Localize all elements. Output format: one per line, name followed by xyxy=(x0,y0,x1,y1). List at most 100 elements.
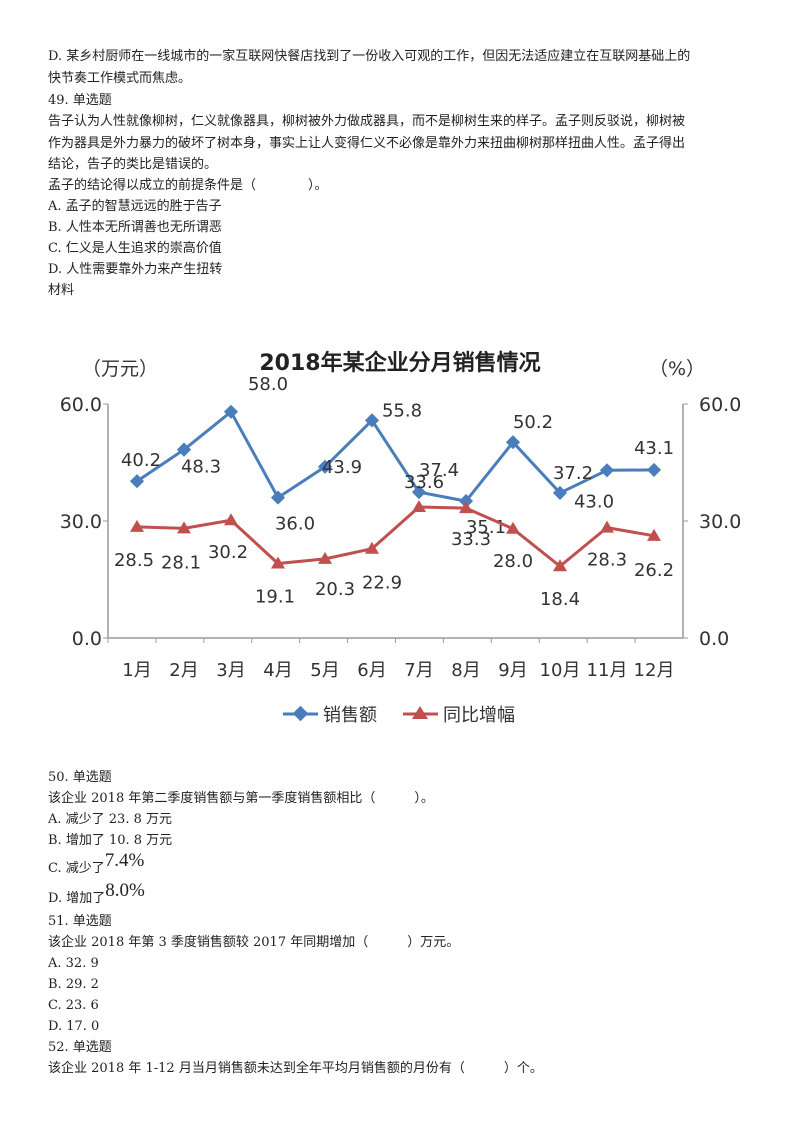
text-line: 告子认为人性就像柳树，仁义就像器具，柳树被外力做成器具，而不是柳树生来的样子。孟… xyxy=(48,114,686,129)
x-tick-label: 1月 xyxy=(122,660,151,681)
y-tick-label: 0.0 xyxy=(72,628,102,650)
option-a: A. 32. 9 xyxy=(48,956,99,971)
x-tick-label: 9月 xyxy=(498,660,527,681)
question-stem: 该企业 2018 年第二季度销售额与第一季度销售额相比（ ）。 xyxy=(48,791,434,806)
data-label: 30.2 xyxy=(208,542,248,563)
data-label: 28.1 xyxy=(161,552,201,573)
legend-triangle-icon xyxy=(412,706,428,719)
data-label: 19.1 xyxy=(255,587,295,608)
option-c: C. 23. 6 xyxy=(48,998,99,1013)
data-label: 37.2 xyxy=(553,463,593,484)
option-b: B. 人性本无所谓善也无所谓恶 xyxy=(48,220,222,235)
option-prefix: C. 减少了 xyxy=(48,861,105,876)
series-line-1 xyxy=(136,505,655,569)
data-point xyxy=(553,559,567,572)
data-label: 40.2 xyxy=(121,450,161,471)
x-tick-label: 6月 xyxy=(357,660,386,681)
data-point xyxy=(129,474,145,489)
data-point xyxy=(647,528,661,541)
left-axis-unit: （万元） xyxy=(82,358,158,380)
legend: 销售额 同比增幅 xyxy=(283,705,515,726)
chart-title: 2018年某企业分月销售情况 xyxy=(259,350,540,376)
data-label: 50.2 xyxy=(513,412,553,433)
data-point xyxy=(271,556,285,569)
data-label: 55.8 xyxy=(382,400,422,421)
option-b: B. 增加了 10. 8 万元 xyxy=(48,833,173,848)
y2-tick-label: 0.0 xyxy=(699,628,729,650)
legend-label-sales: 销售额 xyxy=(323,705,377,726)
data-label: 28.3 xyxy=(587,550,627,571)
sales-chart: 2018年某企业分月销售情况 （万元） （%） 0.0 30.0 60.0 0.0 30… xyxy=(60,350,742,726)
y-tick-label: 60.0 xyxy=(60,394,102,416)
option-a: A. 减少了 23. 8 万元 xyxy=(48,812,172,827)
data-label: 43.1 xyxy=(634,438,674,459)
data-point xyxy=(411,485,427,500)
data-point xyxy=(177,521,191,534)
x-tick-label: 10月 xyxy=(540,660,581,681)
text-line: 作为器具是外力暴力的破坏了树本身，事实上让人变得仁义不必像是靠外力来扭曲柳树那样… xyxy=(48,136,686,151)
x-tick-label: 3月 xyxy=(216,660,245,681)
data-point xyxy=(552,485,568,500)
option-value: 7.4% xyxy=(104,850,145,871)
data-point xyxy=(270,490,286,505)
data-point xyxy=(412,499,426,512)
x-tick-label: 11月 xyxy=(587,660,628,681)
text-line: D. 某乡村厨师在一线城市的一家互联网快餐店找到了一份收入可观的工作，但因无法适… xyxy=(48,49,691,64)
x-tick-label: 12月 xyxy=(634,660,675,681)
data-label: 28.5 xyxy=(114,550,154,571)
data-label: 18.4 xyxy=(540,589,580,610)
question-stem: 该企业 2018 年 1-12 月当月销售额未达到全年平均月销售额的月份有（ ）… xyxy=(48,1061,543,1076)
option-prefix: D. 增加了 xyxy=(48,891,106,906)
question-stem: 该企业 2018 年第 3 季度销售额较 2017 年同期增加（ ）万元。 xyxy=(48,935,460,950)
data-point xyxy=(646,462,662,477)
data-label: 36.0 xyxy=(275,514,315,535)
option-c: C. 仁义是人生追求的崇高价值 xyxy=(48,241,222,256)
material-label: 材料 xyxy=(48,283,75,298)
x-tick-label: 5月 xyxy=(310,660,339,681)
question-number: 50. 单选题 xyxy=(48,770,112,785)
option-d: D. 增加了8.0% xyxy=(48,881,145,908)
legend-label-growth: 同比增幅 xyxy=(443,705,515,726)
data-label: 33.3 xyxy=(451,529,491,550)
x-tick-label: 7月 xyxy=(404,660,433,681)
data-label: 28.0 xyxy=(493,551,533,572)
option-value: 8.0% xyxy=(105,880,145,901)
legend-diamond-icon xyxy=(292,705,309,722)
data-label: 37.4 xyxy=(419,460,459,481)
option-d: D. 17. 0 xyxy=(48,1019,100,1034)
data-point xyxy=(130,519,144,532)
text-line: 结论，告子的类比是错误的。 xyxy=(48,157,218,172)
data-label: 20.3 xyxy=(315,579,355,600)
y2-tick-label: 60.0 xyxy=(699,394,741,416)
data-point xyxy=(599,463,615,478)
question-number: 52. 单选题 xyxy=(48,1040,112,1055)
question-number: 49. 单选题 xyxy=(48,93,112,108)
question-stem: 孟子的结论得以成立的前提条件是（ ）。 xyxy=(48,178,328,193)
option-c: C. 减少了7.4% xyxy=(48,851,144,878)
right-axis-unit: （%） xyxy=(649,358,705,380)
text-line: 快节奏工作模式而焦虑。 xyxy=(48,71,192,86)
data-label: 22.9 xyxy=(362,573,402,594)
data-point xyxy=(458,494,474,509)
option-b: B. 29. 2 xyxy=(48,977,99,992)
data-point xyxy=(459,501,473,514)
x-tick-label: 2月 xyxy=(169,660,198,681)
data-point xyxy=(506,521,520,534)
data-point xyxy=(505,435,521,450)
series-line-0 xyxy=(136,409,655,503)
question-number: 51. 单选题 xyxy=(48,914,112,929)
data-label: 43.9 xyxy=(322,457,362,478)
data-point xyxy=(364,413,380,428)
y-tick-label: 30.0 xyxy=(60,511,102,533)
data-point xyxy=(318,551,332,564)
data-point xyxy=(317,459,333,474)
option-a: A. 孟子的智慧远远的胜于告子 xyxy=(48,199,222,214)
data-label: 58.0 xyxy=(248,374,288,395)
data-point xyxy=(365,541,379,554)
data-label: 26.2 xyxy=(634,560,674,581)
y2-tick-label: 30.0 xyxy=(699,511,741,533)
data-point xyxy=(224,513,238,526)
data-label: 43.0 xyxy=(574,491,614,512)
data-label: 48.3 xyxy=(181,457,221,478)
